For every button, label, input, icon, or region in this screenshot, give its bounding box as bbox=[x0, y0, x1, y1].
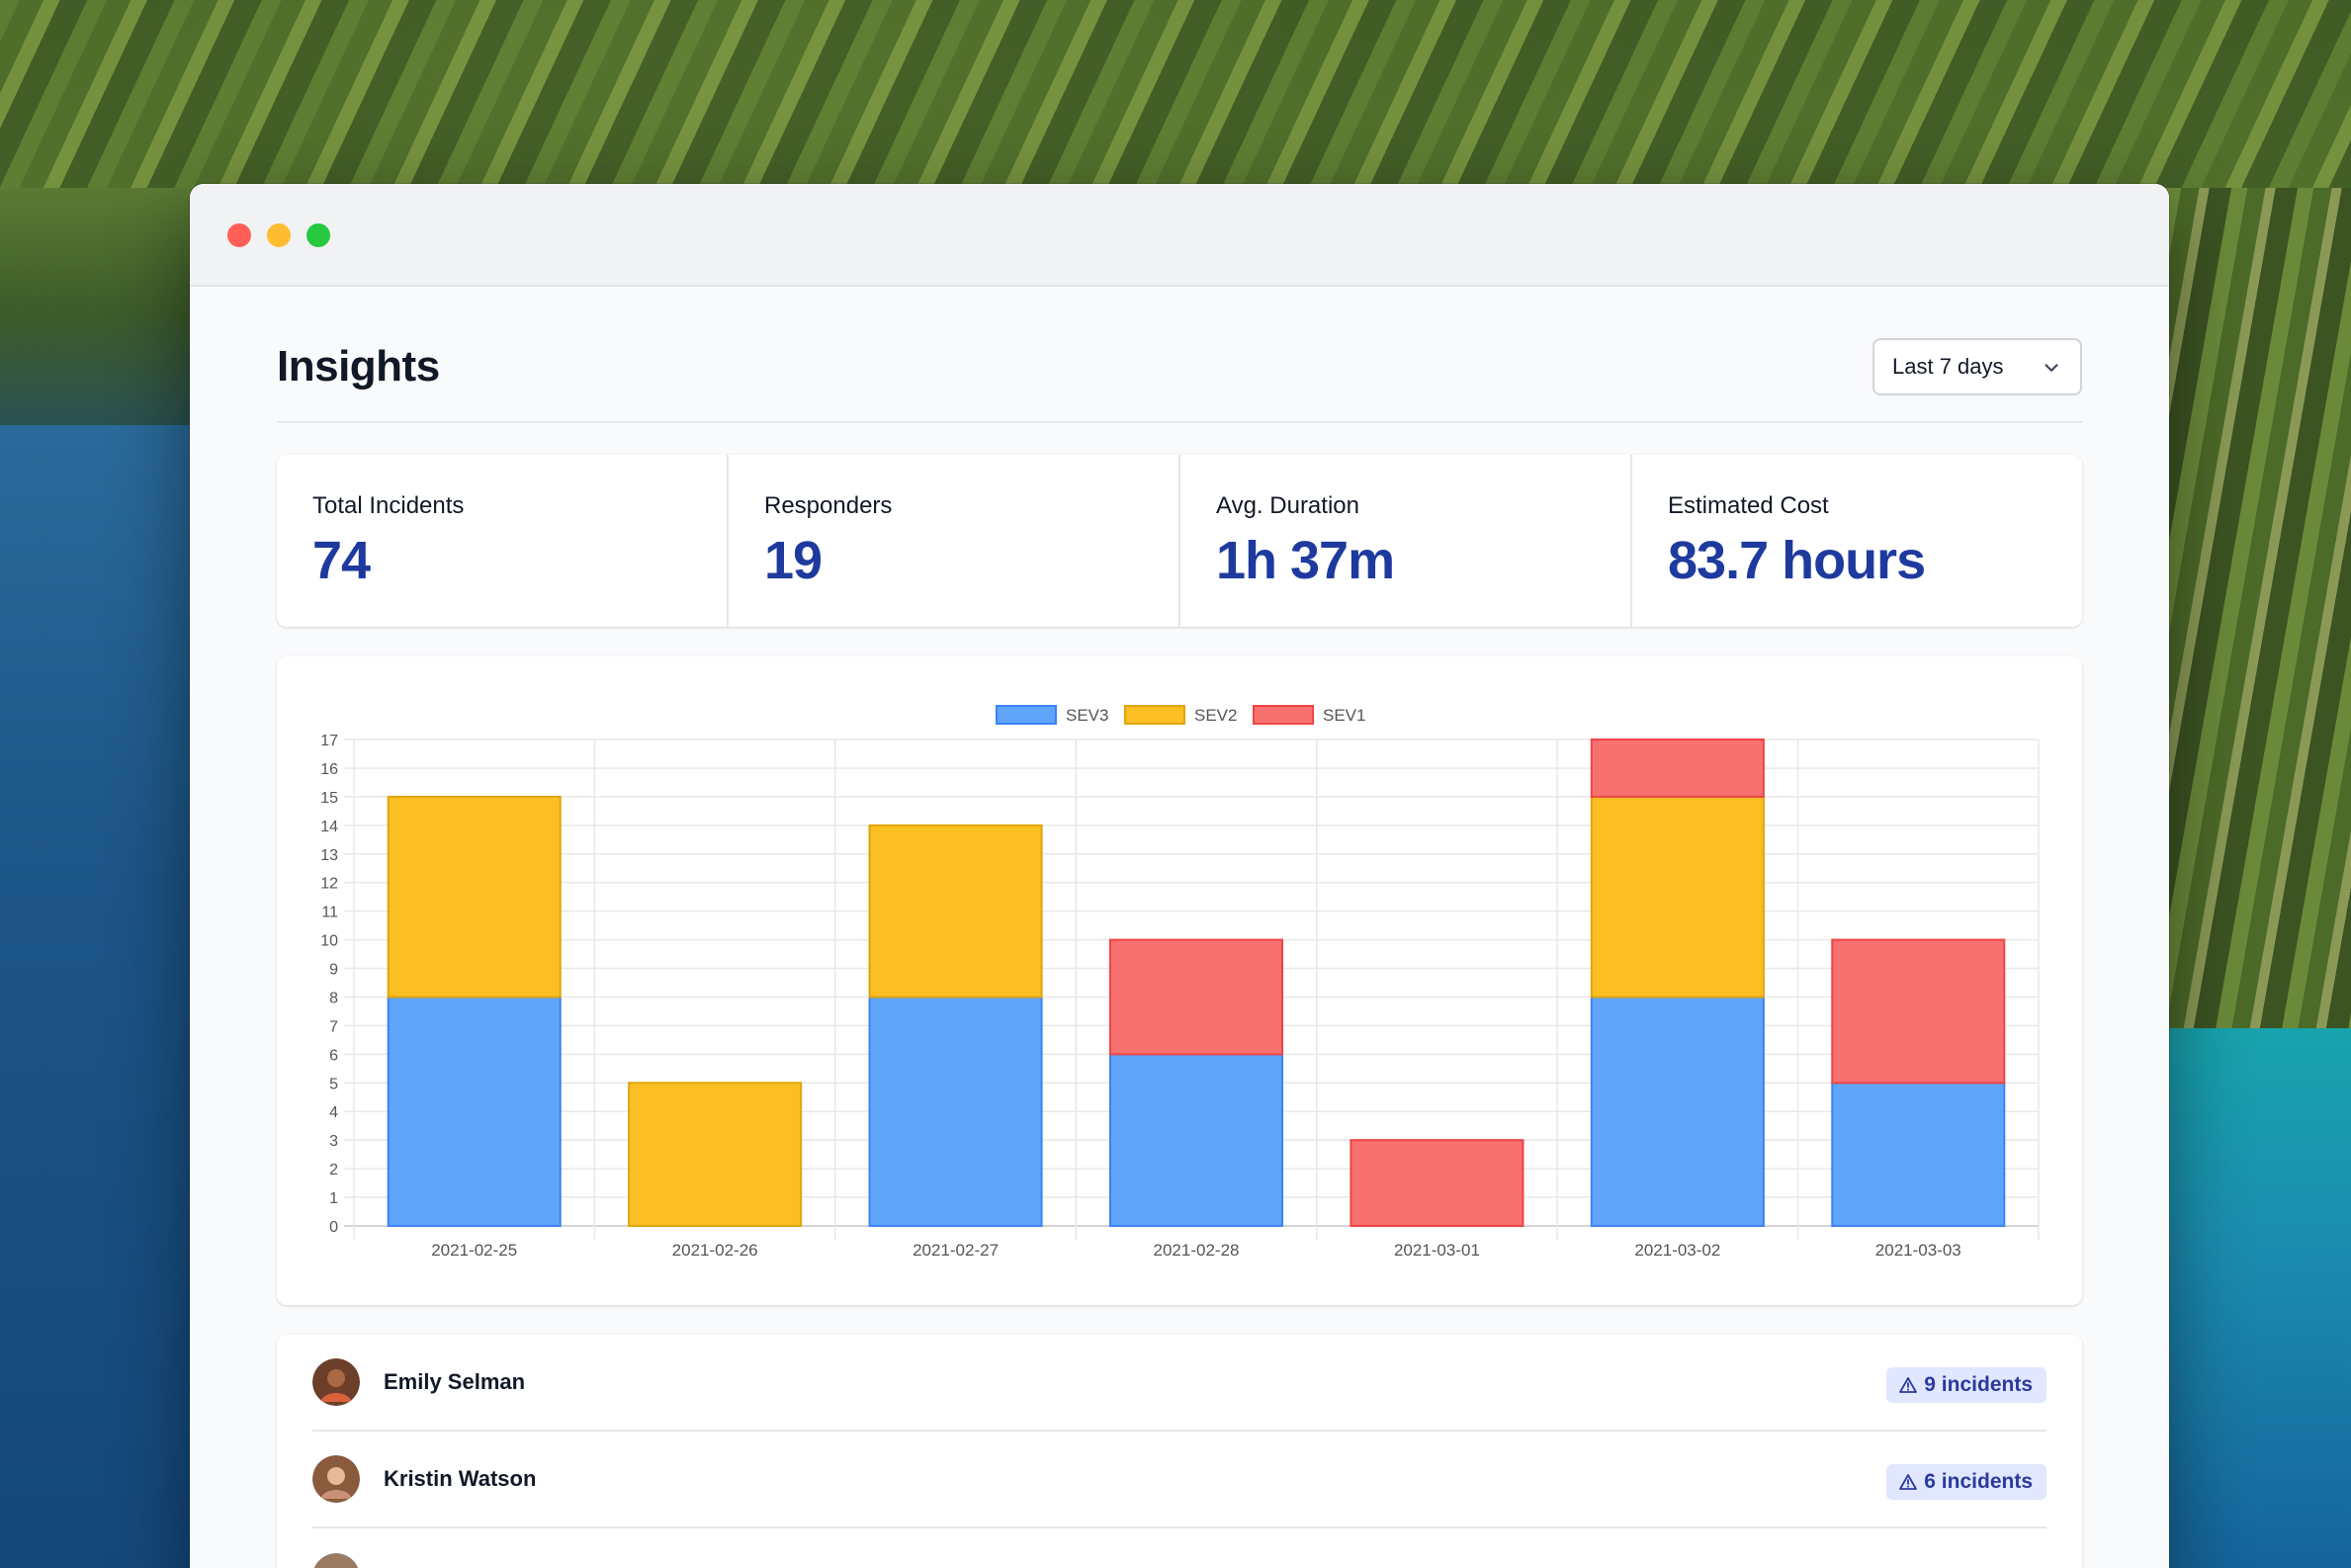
stat-value: 74 bbox=[312, 531, 371, 590]
legend-swatch-sev2 bbox=[1124, 705, 1185, 725]
bar-sev2 bbox=[387, 795, 562, 999]
stat-responders: Responders 19 bbox=[729, 455, 1180, 627]
bar-sev2 bbox=[628, 1082, 803, 1228]
y-tick-label: 0 bbox=[329, 1219, 338, 1236]
y-tick-label: 2 bbox=[329, 1162, 338, 1178]
bar-sev2 bbox=[868, 824, 1043, 999]
y-tick-label: 16 bbox=[320, 761, 338, 778]
close-window-button[interactable] bbox=[227, 223, 251, 247]
insights-content: Insights Last 7 days Total Incidents 74 … bbox=[277, 287, 2082, 1568]
stat-value: 83.7 hours bbox=[1668, 531, 1926, 590]
stat-avg-duration: Avg. Duration 1h 37m bbox=[1180, 455, 1632, 627]
chevron-down-icon bbox=[2045, 364, 2058, 372]
avatar bbox=[313, 1553, 359, 1568]
y-tick-label: 3 bbox=[329, 1133, 338, 1150]
incident-count-badge: 9 incidents bbox=[1886, 1367, 2046, 1403]
stats-panel: Total Incidents 74 Responders 19 Avg. Du… bbox=[277, 455, 2082, 627]
warning-triangle-icon bbox=[1899, 1474, 1918, 1490]
bar-sev1 bbox=[1831, 938, 2006, 1085]
stat-value: 1h 37m bbox=[1216, 531, 1395, 590]
x-tick-label: 2021-02-25 bbox=[431, 1241, 517, 1260]
x-tick-label: 2021-03-03 bbox=[1875, 1241, 1961, 1260]
stat-label: Estimated Cost bbox=[1668, 492, 1829, 519]
bar-sev3 bbox=[1590, 996, 1765, 1227]
y-tick-label: 14 bbox=[320, 819, 338, 835]
x-tick-label: 2021-02-27 bbox=[913, 1241, 999, 1260]
x-tick-label: 2021-03-01 bbox=[1394, 1241, 1480, 1260]
page-header: Insights Last 7 days bbox=[277, 287, 2082, 423]
y-tick-label: 1 bbox=[329, 1190, 338, 1207]
app-window: Insights Last 7 days Total Incidents 74 … bbox=[190, 184, 2169, 1568]
y-tick-label: 12 bbox=[320, 876, 338, 893]
date-range-value: Last 7 days bbox=[1892, 354, 2004, 379]
incident-count-badge: 6 incidents bbox=[1886, 1464, 2046, 1500]
stat-label: Avg. Duration bbox=[1216, 492, 1359, 519]
wallpaper-water bbox=[0, 425, 198, 1568]
bar-sev3 bbox=[1831, 1082, 2006, 1228]
responder-name: Emily Selman bbox=[384, 1369, 526, 1394]
wallpaper-mountains bbox=[0, 0, 2351, 188]
x-tick-label: 2021-02-28 bbox=[1154, 1241, 1240, 1260]
stat-label: Responders bbox=[764, 492, 893, 519]
bar-sev3 bbox=[1108, 1053, 1284, 1227]
y-tick-label: 13 bbox=[320, 847, 338, 864]
y-tick-label: 9 bbox=[329, 962, 338, 979]
avatar bbox=[312, 1455, 360, 1503]
y-tick-label: 4 bbox=[329, 1104, 338, 1121]
stat-label: Total Incidents bbox=[312, 492, 465, 519]
legend-label: SEV3 bbox=[1066, 706, 1108, 725]
stat-total-incidents: Total Incidents 74 bbox=[277, 455, 729, 627]
x-tick-label: 2021-03-02 bbox=[1634, 1241, 1720, 1260]
minimize-window-button[interactable] bbox=[267, 223, 291, 247]
date-range-select[interactable]: Last 7 days bbox=[1872, 338, 2082, 395]
x-tick-label: 2021-02-26 bbox=[672, 1241, 758, 1260]
bar-sev1 bbox=[1350, 1139, 1524, 1228]
avatar bbox=[312, 1358, 360, 1406]
responders-list: Emily Selman 9 incidents Kristin Watso bbox=[277, 1335, 2082, 1568]
legend-swatch-sev3 bbox=[996, 705, 1057, 725]
y-tick-label: 7 bbox=[329, 1018, 338, 1035]
list-item[interactable]: Emily Selman 9 incidents bbox=[312, 1335, 2046, 1432]
bar-sev1 bbox=[1108, 938, 1284, 1056]
incident-count: 9 incidents bbox=[1924, 1373, 2033, 1396]
list-item[interactable] bbox=[312, 1528, 2046, 1568]
y-tick-label: 11 bbox=[321, 905, 338, 921]
y-tick-label: 5 bbox=[329, 1076, 338, 1092]
y-tick-label: 10 bbox=[320, 933, 338, 950]
wallpaper-cliff bbox=[2165, 188, 2351, 1058]
wallpaper-sea bbox=[2165, 1028, 2351, 1568]
window-titlebar bbox=[190, 184, 2169, 287]
responder-name: Kristin Watson bbox=[384, 1466, 537, 1491]
y-tick-label: 6 bbox=[329, 1047, 338, 1064]
y-tick-label: 8 bbox=[329, 990, 338, 1006]
stat-value: 19 bbox=[764, 531, 823, 590]
list-item[interactable]: Kristin Watson 6 incidents bbox=[312, 1432, 2046, 1528]
bar-sev3 bbox=[387, 996, 562, 1227]
page-title: Insights bbox=[277, 342, 440, 391]
legend-label: SEV1 bbox=[1323, 706, 1365, 725]
stat-estimated-cost: Estimated Cost 83.7 hours bbox=[1632, 455, 2082, 627]
bar-sev1 bbox=[1590, 739, 1765, 798]
legend-swatch-sev1 bbox=[1253, 705, 1314, 725]
legend-label: SEV2 bbox=[1194, 706, 1237, 725]
warning-triangle-icon bbox=[1899, 1377, 1918, 1393]
bar-sev3 bbox=[868, 996, 1043, 1227]
incidents-chart-card: 0 1 2 3 4 5 6 7 8 9 10 11 12 13 14 15 16 17 2021-02-25 2021… bbox=[277, 656, 2082, 1305]
maximize-window-button[interactable] bbox=[306, 223, 330, 247]
y-tick-label: 15 bbox=[320, 790, 338, 807]
incident-count: 6 incidents bbox=[1924, 1470, 2033, 1493]
bar-sev2 bbox=[1590, 795, 1765, 999]
y-tick-label: 17 bbox=[320, 733, 338, 749]
